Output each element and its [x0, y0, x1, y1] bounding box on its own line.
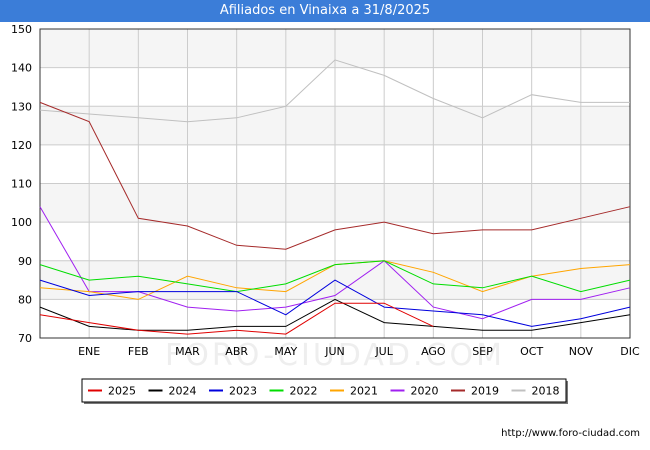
chart-title: Afiliados en Vinaixa a 31/8/2025 [0, 0, 650, 22]
x-tick-label: OCT [520, 345, 543, 358]
y-tick-label: 140 [11, 62, 32, 75]
x-tick-label: MAR [175, 345, 200, 358]
y-tick-label: 130 [11, 100, 32, 113]
series-line-2018 [39, 59, 630, 123]
legend-label-2019: 2019 [471, 385, 499, 398]
legend-box [81, 378, 567, 403]
series-line-2022 [39, 260, 631, 293]
x-tick-label: NOV [569, 345, 594, 358]
legend-label-2025: 2025 [108, 385, 136, 398]
series-line-2019 [39, 101, 631, 250]
legend-label-2022: 2022 [290, 385, 318, 398]
x-tick-label: ENE [78, 345, 100, 358]
legend-label-2023: 2023 [229, 385, 257, 398]
y-tick-label: 80 [18, 293, 32, 306]
x-tick-label: JUN [324, 345, 345, 358]
legend-label-2018: 2018 [532, 385, 560, 398]
plot-border [39, 28, 631, 339]
y-tick-label: 120 [11, 139, 32, 152]
y-tick-label: 90 [18, 255, 32, 268]
source-url: http://www.foro-ciudad.com [501, 428, 640, 439]
x-tick-label: ABR [225, 345, 248, 358]
y-tick-label: 110 [11, 178, 32, 191]
y-tick-label: 150 [11, 23, 32, 36]
legend-label-2024: 2024 [169, 385, 197, 398]
y-tick-label: 100 [11, 216, 32, 229]
y-tick-label: 70 [18, 332, 32, 345]
x-tick-label: SEP [472, 345, 493, 358]
x-tick-label: AGO [421, 345, 446, 358]
x-tick-label: MAY [274, 345, 297, 358]
watermark: FORO-CIUDAD.COM [165, 338, 505, 373]
series-line-2023 [39, 279, 631, 327]
x-tick-label: JUL [374, 345, 393, 358]
series-line-2025 [39, 302, 434, 335]
legend-label-2020: 2020 [411, 385, 439, 398]
x-tick-label: DIC [620, 345, 640, 358]
x-tick-label: FEB [128, 345, 149, 358]
legend-label-2021: 2021 [350, 385, 378, 398]
